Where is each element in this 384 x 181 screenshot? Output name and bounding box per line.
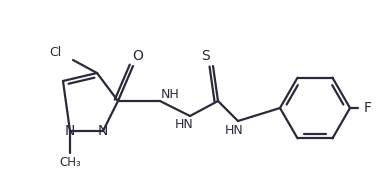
- Text: N: N: [65, 124, 75, 138]
- Text: NH: NH: [161, 87, 179, 100]
- Text: CH₃: CH₃: [59, 157, 81, 169]
- Text: S: S: [200, 49, 209, 63]
- Text: HN: HN: [175, 119, 194, 132]
- Text: N: N: [98, 124, 108, 138]
- Text: F: F: [364, 101, 372, 115]
- Text: HN: HN: [225, 125, 243, 138]
- Text: Cl: Cl: [49, 45, 61, 58]
- Text: O: O: [132, 49, 144, 63]
